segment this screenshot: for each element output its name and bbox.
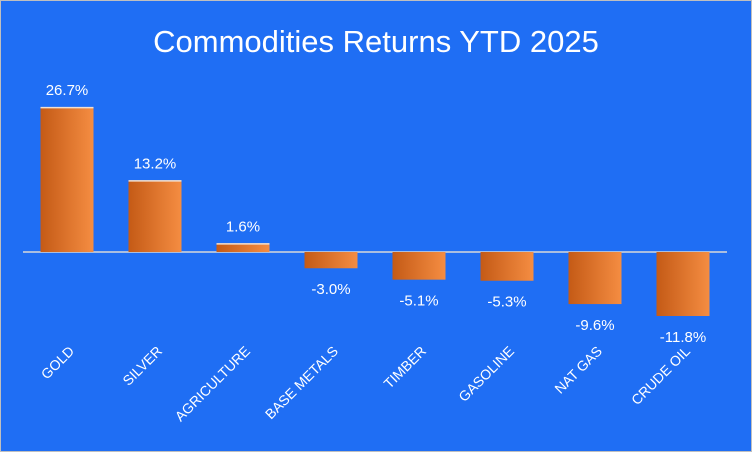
- chart-title: Commodities Returns YTD 2025: [153, 24, 599, 59]
- data-label: -9.6%: [575, 317, 614, 334]
- bar: [216, 243, 270, 252]
- data-label: -11.8%: [660, 329, 706, 346]
- bar: [656, 252, 710, 316]
- data-label: 26.7%: [46, 82, 89, 99]
- bar: [392, 252, 446, 280]
- data-label: -3.0%: [311, 281, 350, 298]
- bar: [568, 252, 622, 305]
- bar: [304, 252, 358, 269]
- bar: [40, 107, 94, 253]
- bar: [480, 252, 534, 281]
- data-label: 13.2%: [134, 155, 177, 172]
- data-label: -5.3%: [487, 294, 526, 311]
- bar: [128, 180, 182, 252]
- data-label: 1.6%: [226, 218, 260, 235]
- data-label: -5.1%: [399, 293, 438, 310]
